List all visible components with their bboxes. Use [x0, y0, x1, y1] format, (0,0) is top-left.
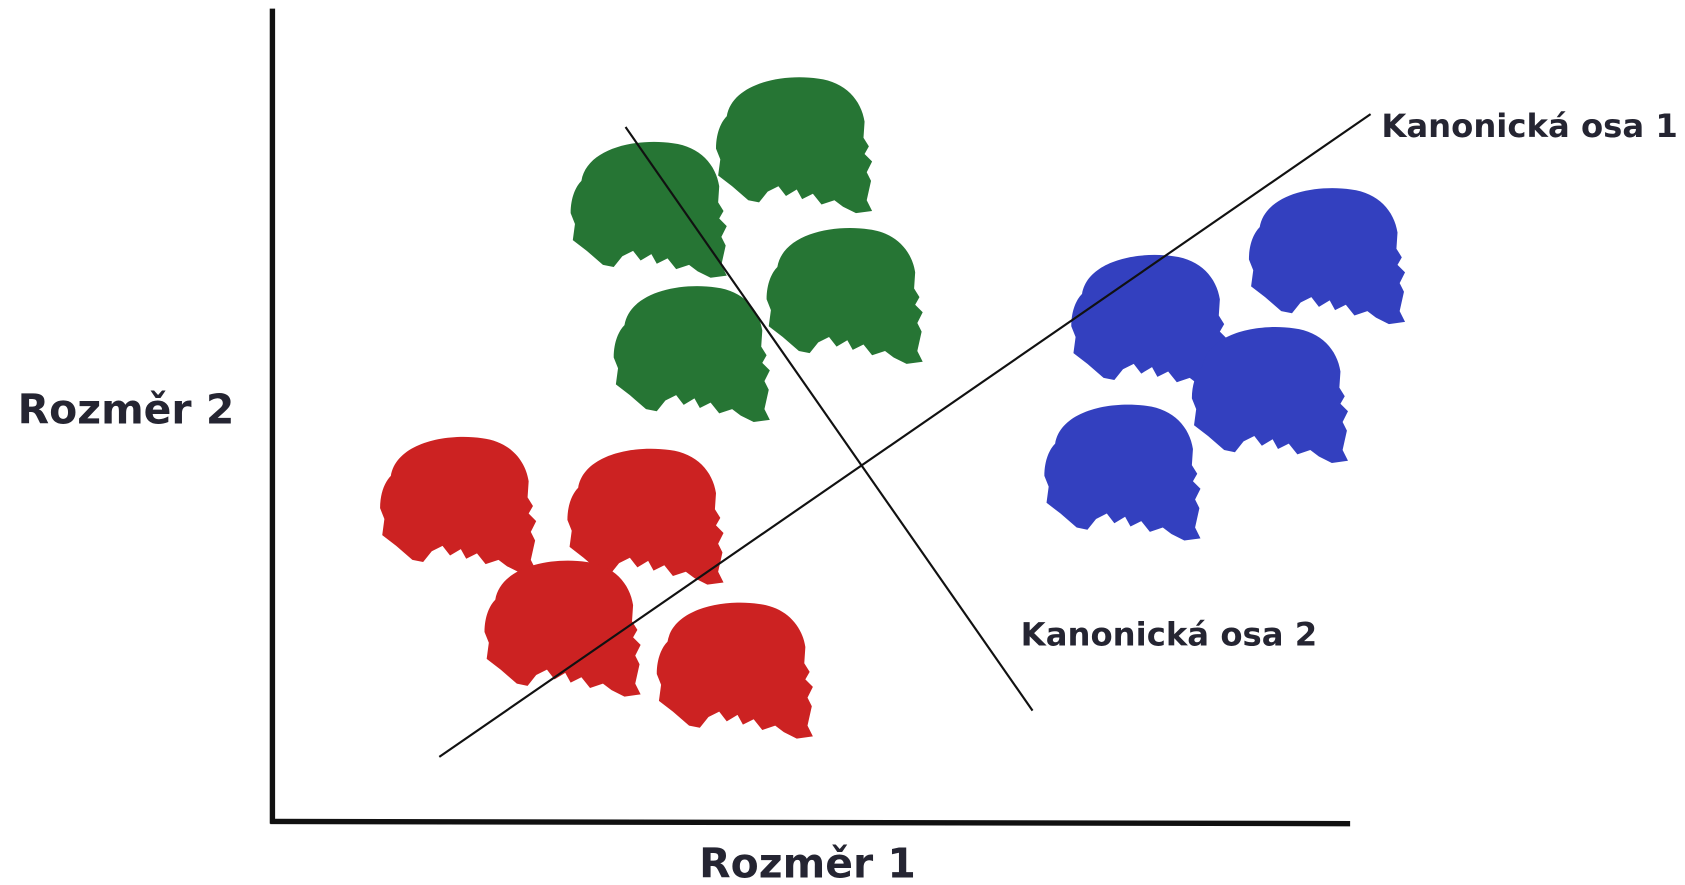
skull	[571, 142, 727, 278]
skull	[380, 437, 536, 573]
blue-group	[1044, 188, 1405, 540]
red-group	[380, 437, 813, 739]
canonical-axis-1-label: Kanonická osa 1	[1381, 107, 1678, 145]
skull	[767, 228, 923, 364]
skull	[485, 561, 641, 697]
canonical-axis-2-label: Kanonická osa 2	[1021, 615, 1318, 653]
green-group	[571, 77, 923, 422]
skull	[614, 286, 770, 422]
skull	[1044, 405, 1200, 541]
y-axis-label: Rozměr 2	[18, 385, 235, 433]
skull	[1192, 327, 1348, 463]
skull	[657, 603, 813, 739]
skull	[716, 77, 872, 213]
page: {"axes": {"x_label": "Rozměr 1", "y_labe…	[0, 0, 1685, 885]
x-axis-label: Rozměr 1	[699, 840, 916, 885]
skull	[1249, 188, 1405, 324]
x-axis	[270, 821, 1350, 823]
diagram: Rozměr 2 Rozměr 1 Kanonická osa 1 Kanoni…	[0, 0, 1685, 885]
